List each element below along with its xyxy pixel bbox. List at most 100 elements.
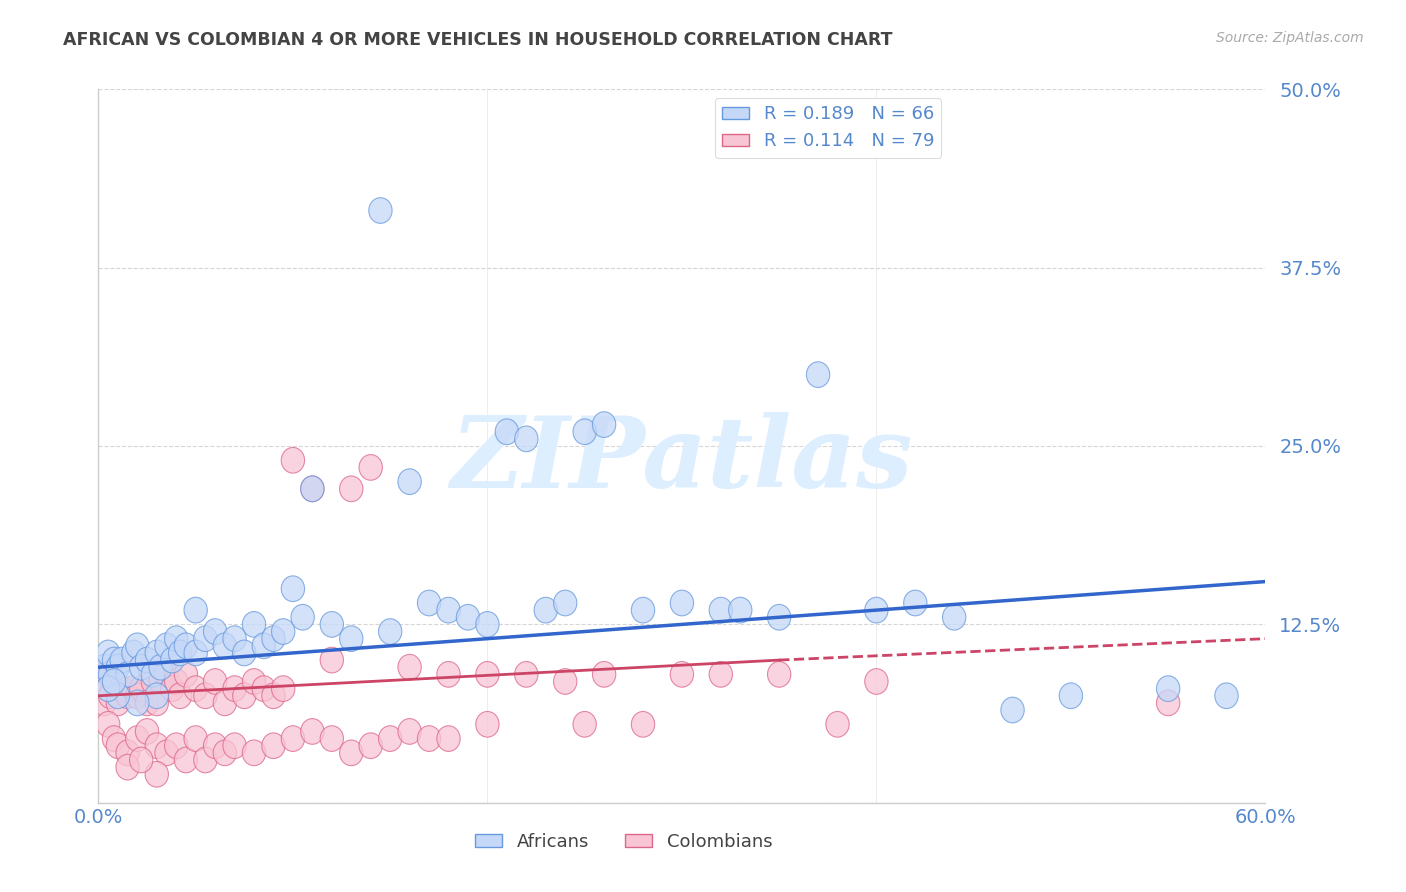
Ellipse shape <box>942 605 966 630</box>
Ellipse shape <box>204 619 226 644</box>
Ellipse shape <box>768 662 790 687</box>
Ellipse shape <box>135 719 159 744</box>
Ellipse shape <box>378 619 402 644</box>
Text: Source: ZipAtlas.com: Source: ZipAtlas.com <box>1216 31 1364 45</box>
Ellipse shape <box>103 669 125 694</box>
Ellipse shape <box>291 605 315 630</box>
Ellipse shape <box>184 676 207 701</box>
Ellipse shape <box>437 598 460 623</box>
Ellipse shape <box>631 598 655 623</box>
Ellipse shape <box>865 598 889 623</box>
Ellipse shape <box>631 712 655 737</box>
Ellipse shape <box>242 612 266 637</box>
Ellipse shape <box>437 662 460 687</box>
Ellipse shape <box>115 683 139 708</box>
Ellipse shape <box>271 676 295 701</box>
Ellipse shape <box>169 683 191 708</box>
Ellipse shape <box>125 726 149 751</box>
Ellipse shape <box>475 612 499 637</box>
Ellipse shape <box>281 448 305 473</box>
Ellipse shape <box>574 419 596 444</box>
Ellipse shape <box>155 662 179 687</box>
Ellipse shape <box>592 412 616 437</box>
Ellipse shape <box>214 633 236 658</box>
Ellipse shape <box>825 712 849 737</box>
Ellipse shape <box>321 612 343 637</box>
Ellipse shape <box>122 676 145 701</box>
Ellipse shape <box>495 419 519 444</box>
Ellipse shape <box>145 683 169 708</box>
Ellipse shape <box>252 676 276 701</box>
Ellipse shape <box>475 712 499 737</box>
Ellipse shape <box>174 662 198 687</box>
Ellipse shape <box>359 455 382 480</box>
Ellipse shape <box>184 598 207 623</box>
Text: AFRICAN VS COLOMBIAN 4 OR MORE VEHICLES IN HOUSEHOLD CORRELATION CHART: AFRICAN VS COLOMBIAN 4 OR MORE VEHICLES … <box>63 31 893 49</box>
Ellipse shape <box>135 690 159 715</box>
Ellipse shape <box>262 683 285 708</box>
Ellipse shape <box>103 726 125 751</box>
Ellipse shape <box>515 426 538 451</box>
Ellipse shape <box>475 662 499 687</box>
Y-axis label: 4 or more Vehicles in Household: 4 or more Vehicles in Household <box>125 312 143 580</box>
Ellipse shape <box>125 633 149 658</box>
Ellipse shape <box>107 690 129 715</box>
Ellipse shape <box>141 669 165 694</box>
Ellipse shape <box>145 640 169 665</box>
Ellipse shape <box>534 598 557 623</box>
Ellipse shape <box>145 690 169 715</box>
Ellipse shape <box>135 648 159 673</box>
Ellipse shape <box>93 690 115 715</box>
Ellipse shape <box>574 712 596 737</box>
Ellipse shape <box>94 662 118 687</box>
Ellipse shape <box>194 683 217 708</box>
Ellipse shape <box>671 591 693 615</box>
Ellipse shape <box>107 683 129 708</box>
Ellipse shape <box>165 733 188 758</box>
Ellipse shape <box>107 733 129 758</box>
Ellipse shape <box>768 605 790 630</box>
Ellipse shape <box>865 669 889 694</box>
Ellipse shape <box>1215 683 1239 708</box>
Ellipse shape <box>224 676 246 701</box>
Ellipse shape <box>129 655 153 680</box>
Ellipse shape <box>398 719 422 744</box>
Ellipse shape <box>709 598 733 623</box>
Ellipse shape <box>340 476 363 501</box>
Ellipse shape <box>184 640 207 665</box>
Ellipse shape <box>155 740 179 765</box>
Ellipse shape <box>224 626 246 651</box>
Ellipse shape <box>418 726 440 751</box>
Ellipse shape <box>165 669 188 694</box>
Ellipse shape <box>149 669 173 694</box>
Ellipse shape <box>1001 698 1024 723</box>
Ellipse shape <box>728 598 752 623</box>
Ellipse shape <box>554 591 576 615</box>
Ellipse shape <box>1157 676 1180 701</box>
Ellipse shape <box>169 640 191 665</box>
Ellipse shape <box>160 648 184 673</box>
Ellipse shape <box>115 662 139 687</box>
Text: ZIPatlas: ZIPatlas <box>451 412 912 508</box>
Ellipse shape <box>554 669 576 694</box>
Ellipse shape <box>214 740 236 765</box>
Ellipse shape <box>107 655 129 680</box>
Ellipse shape <box>97 640 120 665</box>
Ellipse shape <box>122 640 145 665</box>
Ellipse shape <box>301 476 323 501</box>
Ellipse shape <box>232 683 256 708</box>
Ellipse shape <box>125 683 149 708</box>
Ellipse shape <box>184 726 207 751</box>
Legend: Africans, Colombians: Africans, Colombians <box>468 826 779 858</box>
Ellipse shape <box>807 362 830 387</box>
Ellipse shape <box>242 740 266 765</box>
Ellipse shape <box>141 662 165 687</box>
Ellipse shape <box>194 747 217 772</box>
Ellipse shape <box>281 576 305 601</box>
Ellipse shape <box>301 719 323 744</box>
Ellipse shape <box>103 669 125 694</box>
Ellipse shape <box>515 662 538 687</box>
Ellipse shape <box>301 476 323 501</box>
Ellipse shape <box>98 662 122 687</box>
Ellipse shape <box>214 690 236 715</box>
